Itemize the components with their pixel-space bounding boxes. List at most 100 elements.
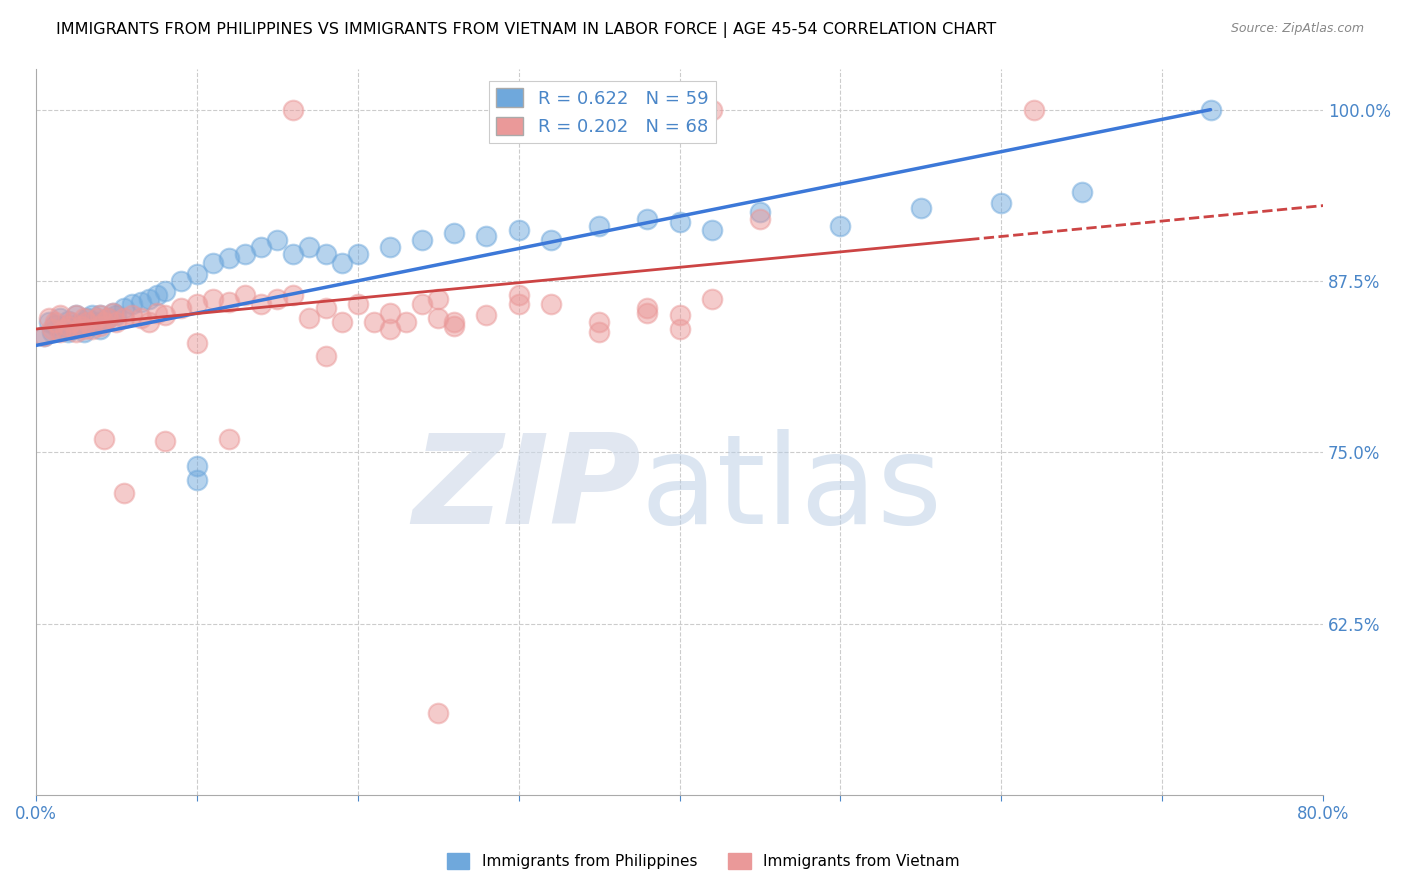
Point xyxy=(153,284,176,298)
Point xyxy=(82,322,104,336)
Point xyxy=(749,212,772,227)
Point xyxy=(443,315,465,329)
Point xyxy=(76,311,98,326)
Point xyxy=(346,297,368,311)
Point xyxy=(700,103,723,117)
Point xyxy=(170,274,193,288)
Point xyxy=(121,308,143,322)
Point xyxy=(700,292,723,306)
Point xyxy=(443,319,465,334)
Point xyxy=(145,305,167,319)
Text: Source: ZipAtlas.com: Source: ZipAtlas.com xyxy=(1230,22,1364,36)
Point xyxy=(201,292,224,306)
Point xyxy=(65,308,87,322)
Point xyxy=(346,246,368,260)
Point xyxy=(540,297,562,311)
Point xyxy=(508,223,530,237)
Point xyxy=(138,315,160,329)
Text: atlas: atlas xyxy=(641,429,943,550)
Point xyxy=(49,325,72,339)
Point xyxy=(830,219,852,234)
Point xyxy=(910,202,932,216)
Point xyxy=(44,315,66,329)
Point xyxy=(330,256,353,270)
Point xyxy=(82,318,104,332)
Point xyxy=(56,319,79,334)
Point xyxy=(186,267,208,281)
Point xyxy=(298,311,321,326)
Point xyxy=(32,328,55,343)
Point xyxy=(330,315,353,329)
Point xyxy=(44,318,66,332)
Point xyxy=(70,319,93,334)
Point xyxy=(233,287,256,301)
Point xyxy=(93,432,115,446)
Point xyxy=(56,325,79,339)
Point xyxy=(411,233,433,247)
Point xyxy=(990,195,1012,210)
Point xyxy=(82,308,104,322)
Point xyxy=(41,322,63,336)
Point xyxy=(668,215,690,229)
Point xyxy=(201,256,224,270)
Point xyxy=(315,301,337,316)
Point xyxy=(411,297,433,311)
Point xyxy=(250,297,273,311)
Point xyxy=(38,315,60,329)
Point xyxy=(73,325,96,339)
Point xyxy=(114,301,136,316)
Point xyxy=(97,311,120,326)
Point xyxy=(700,223,723,237)
Point xyxy=(636,305,658,319)
Point xyxy=(588,219,610,234)
Point xyxy=(315,246,337,260)
Point xyxy=(49,308,72,322)
Point xyxy=(427,311,450,326)
Point xyxy=(508,287,530,301)
Point xyxy=(186,458,208,473)
Point xyxy=(101,305,124,319)
Point xyxy=(186,335,208,350)
Point xyxy=(138,292,160,306)
Point xyxy=(153,308,176,322)
Point xyxy=(38,311,60,326)
Point xyxy=(378,305,401,319)
Point xyxy=(153,434,176,449)
Point xyxy=(114,311,136,326)
Point xyxy=(93,315,115,329)
Point xyxy=(668,322,690,336)
Point xyxy=(53,322,76,336)
Text: ZIP: ZIP xyxy=(412,429,641,550)
Point xyxy=(668,308,690,322)
Point xyxy=(588,315,610,329)
Text: IMMIGRANTS FROM PHILIPPINES VS IMMIGRANTS FROM VIETNAM IN LABOR FORCE | AGE 45-5: IMMIGRANTS FROM PHILIPPINES VS IMMIGRANT… xyxy=(56,22,997,38)
Point xyxy=(283,103,305,117)
Point xyxy=(283,246,305,260)
Point xyxy=(315,350,337,364)
Point xyxy=(60,322,83,336)
Point xyxy=(170,301,193,316)
Point xyxy=(427,706,450,720)
Point xyxy=(443,226,465,240)
Point xyxy=(218,432,240,446)
Legend: R = 0.622   N = 59, R = 0.202   N = 68: R = 0.622 N = 59, R = 0.202 N = 68 xyxy=(489,81,716,144)
Point xyxy=(749,205,772,219)
Point xyxy=(636,212,658,227)
Point xyxy=(266,233,288,247)
Point xyxy=(378,322,401,336)
Point xyxy=(65,308,87,322)
Point xyxy=(89,308,111,322)
Point xyxy=(86,315,108,329)
Point xyxy=(93,315,115,329)
Point xyxy=(475,308,498,322)
Point xyxy=(49,311,72,326)
Point xyxy=(60,315,83,329)
Point xyxy=(65,325,87,339)
Point xyxy=(49,322,72,336)
Point xyxy=(73,315,96,329)
Point xyxy=(129,311,152,326)
Point xyxy=(540,233,562,247)
Point xyxy=(363,315,385,329)
Point xyxy=(73,322,96,336)
Point xyxy=(129,294,152,309)
